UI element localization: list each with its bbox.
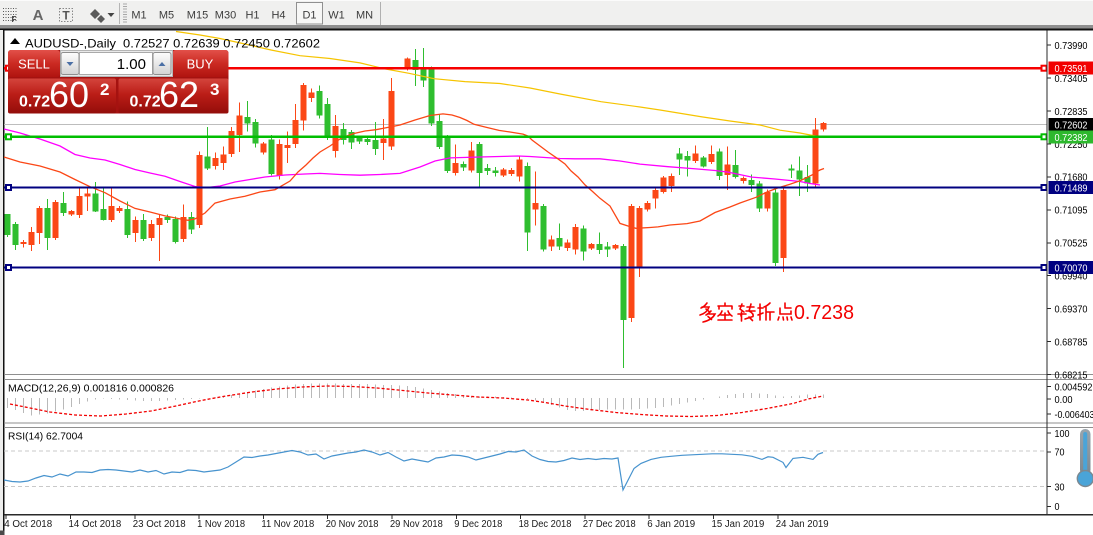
svg-text:SELL: SELL (18, 57, 50, 72)
svg-text:M1: M1 (131, 10, 146, 22)
svg-text:MACD(12,26,9) 0.001816 0.00082: MACD(12,26,9) 0.001816 0.000826 (8, 383, 174, 395)
svg-text:RSI(14) 62.7004: RSI(14) 62.7004 (8, 431, 83, 443)
svg-text:0.71680: 0.71680 (1055, 173, 1088, 184)
svg-text:H1: H1 (245, 10, 259, 22)
svg-text:24 Jan 2019: 24 Jan 2019 (776, 519, 829, 530)
svg-text:30: 30 (1055, 483, 1065, 494)
svg-text:T: T (62, 9, 70, 23)
svg-text:0.71489: 0.71489 (1055, 183, 1088, 194)
svg-text:A: A (33, 7, 44, 24)
svg-text:4 Oct 2018: 4 Oct 2018 (4, 519, 52, 530)
svg-text:18 Dec 2018: 18 Dec 2018 (519, 519, 572, 530)
svg-text:0.72: 0.72 (130, 94, 161, 111)
svg-text:100: 100 (1055, 429, 1070, 440)
svg-text:0.004592: 0.004592 (1055, 382, 1093, 393)
svg-text:3: 3 (210, 80, 219, 99)
svg-text:0.70070: 0.70070 (1055, 263, 1088, 274)
svg-text:0.72250: 0.72250 (1055, 140, 1088, 151)
svg-text:60: 60 (49, 74, 89, 115)
svg-text:62: 62 (159, 74, 199, 115)
svg-text:70: 70 (1055, 448, 1065, 459)
svg-text:27 Dec 2018: 27 Dec 2018 (583, 519, 636, 530)
svg-text:M30: M30 (215, 10, 236, 22)
svg-text:0.72835: 0.72835 (1055, 107, 1088, 118)
svg-text:AUDUSD-,Daily 0.72527 0.72639: AUDUSD-,Daily 0.72527 0.72639 0.72450 0.… (25, 37, 320, 51)
svg-text:11 Nov 2018: 11 Nov 2018 (261, 519, 314, 530)
svg-text:1 Nov 2018: 1 Nov 2018 (197, 519, 245, 530)
svg-text:2: 2 (100, 80, 109, 99)
svg-text:0.73591: 0.73591 (1055, 64, 1088, 75)
svg-text:H4: H4 (271, 10, 285, 22)
svg-text:6 Jan 2019: 6 Jan 2019 (647, 519, 695, 530)
svg-text:0.72382: 0.72382 (1055, 133, 1088, 144)
svg-text:0.00: 0.00 (1055, 395, 1073, 406)
svg-text:0.68785: 0.68785 (1055, 337, 1088, 348)
svg-text:W1: W1 (328, 10, 345, 22)
svg-text:20 Nov 2018: 20 Nov 2018 (326, 519, 379, 530)
svg-text:D1: D1 (302, 10, 316, 22)
svg-text:F: F (12, 15, 17, 24)
svg-text:0.70525: 0.70525 (1055, 239, 1088, 250)
svg-text:0.73405: 0.73405 (1055, 74, 1088, 85)
svg-text:0.72602: 0.72602 (1055, 120, 1088, 131)
svg-text:29 Nov 2018: 29 Nov 2018 (390, 519, 443, 530)
svg-text:M15: M15 (187, 10, 208, 22)
svg-text:BUY: BUY (187, 57, 214, 72)
svg-text:0.72: 0.72 (19, 94, 50, 111)
svg-text:15 Jan 2019: 15 Jan 2019 (712, 519, 765, 530)
svg-text:0.69370: 0.69370 (1055, 304, 1088, 315)
svg-text:1.00: 1.00 (117, 56, 146, 73)
svg-text:0: 0 (1055, 502, 1060, 513)
svg-text:14 Oct 2018: 14 Oct 2018 (69, 519, 122, 530)
svg-text:0.71095: 0.71095 (1055, 206, 1088, 217)
svg-text:-0.006403: -0.006403 (1055, 410, 1093, 421)
svg-text:23 Oct 2018: 23 Oct 2018 (133, 519, 186, 530)
svg-text:0.68215: 0.68215 (1055, 370, 1088, 381)
svg-text:M5: M5 (159, 10, 174, 22)
svg-text:0.73990: 0.73990 (1055, 41, 1088, 52)
svg-text:MN: MN (356, 10, 373, 22)
svg-text:0.69940: 0.69940 (1055, 272, 1088, 283)
svg-text:9 Dec 2018: 9 Dec 2018 (454, 519, 502, 530)
svg-text:0.7238: 0.7238 (794, 302, 854, 324)
